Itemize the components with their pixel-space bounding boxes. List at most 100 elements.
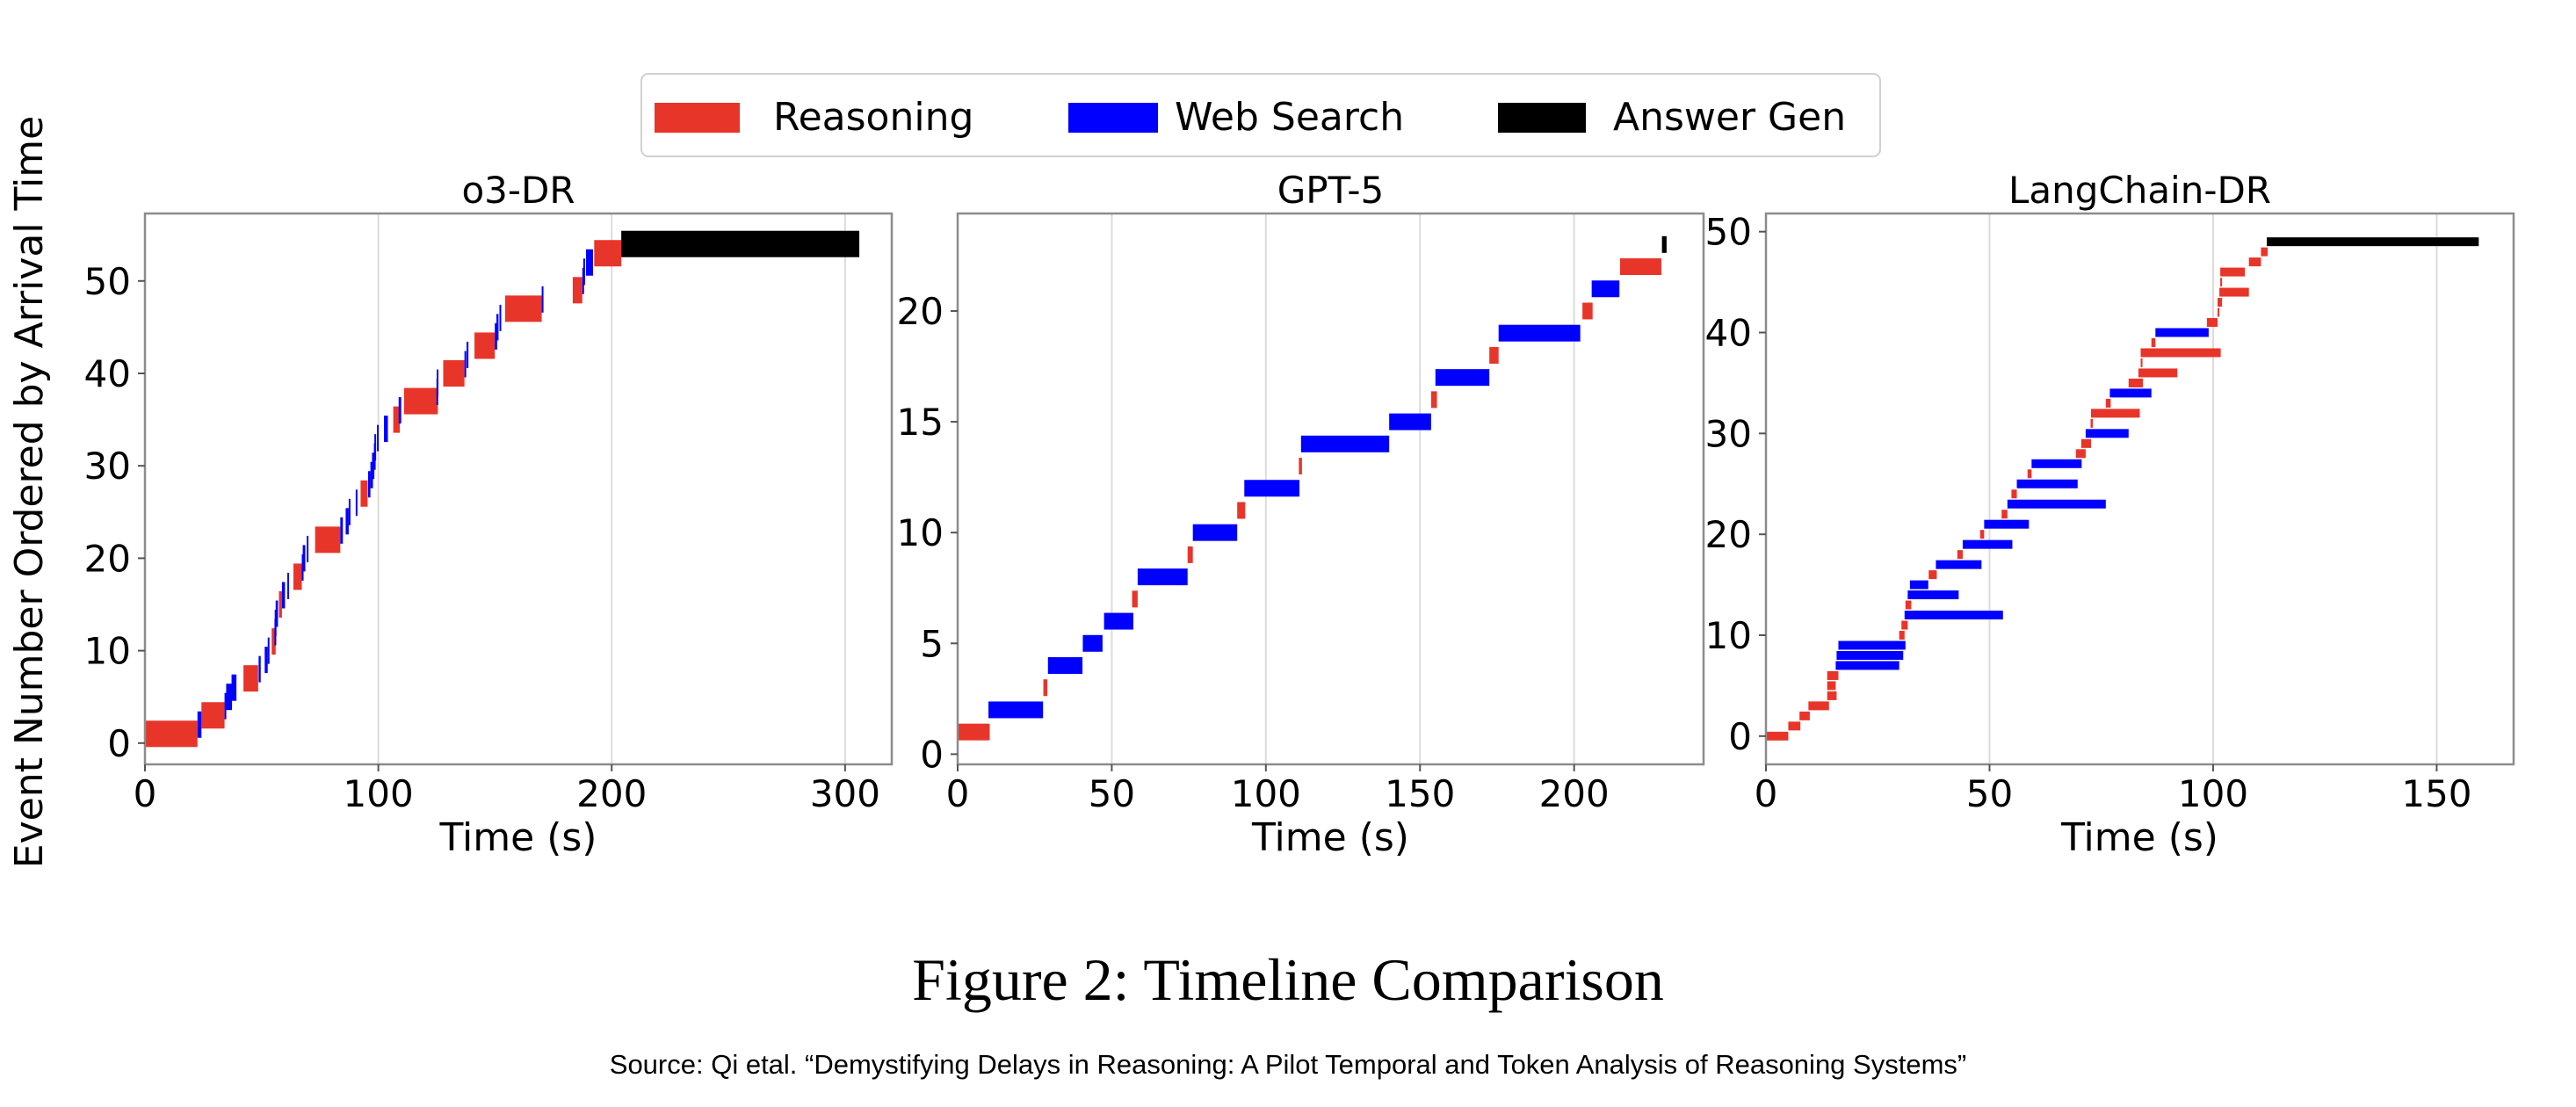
bar-reasoning [958, 723, 990, 741]
bar-reasoning [1901, 620, 1908, 630]
bar-web-search [370, 461, 373, 488]
bar-reasoning [2138, 368, 2178, 378]
bar-web-search [1835, 661, 1899, 670]
bar-reasoning [201, 702, 225, 729]
bar-web-search [302, 545, 306, 572]
bar-web-search [1962, 539, 2013, 549]
bar-web-search [258, 655, 261, 683]
bar-reasoning [2011, 489, 2017, 499]
bar-reasoning [1827, 681, 1836, 691]
legend-label-web-search: Web Search [1175, 95, 1404, 140]
x-tick-label: 200 [576, 772, 647, 815]
bar-reasoning [1979, 530, 1985, 539]
plot-frame [143, 212, 894, 766]
bar-reasoning [293, 563, 302, 590]
bar-reasoning [1788, 721, 1801, 731]
bar-reasoning [271, 628, 276, 655]
bar-reasoning [2261, 247, 2268, 257]
x-tick-label: 50 [1089, 772, 1135, 815]
y-tick-label: 10 [1705, 614, 1752, 657]
bar-web-search [340, 517, 344, 544]
bar-reasoning [572, 277, 582, 304]
bar-web-search [372, 452, 375, 480]
bar-answer-gen [2267, 237, 2479, 247]
panel-title: LangChain-DR [2008, 169, 2271, 212]
bar-reasoning [393, 406, 401, 433]
bar-web-search [377, 424, 380, 452]
bar-web-search [1984, 519, 2030, 529]
bar-reasoning [403, 387, 438, 415]
bar-reasoning [2220, 267, 2246, 277]
y-tick-label: 0 [107, 722, 131, 765]
bar-web-search [499, 304, 502, 331]
x-tick-label: 200 [1539, 772, 1610, 815]
y-tick-label: 20 [897, 290, 944, 333]
bar-reasoning [1799, 711, 1810, 720]
x-tick-label: 300 [810, 772, 880, 815]
bar-reasoning [2218, 308, 2220, 317]
bar-web-search [226, 684, 233, 711]
panel-title: o3-DR [461, 169, 575, 212]
bar-reasoning [1582, 302, 1593, 320]
bar-web-search [384, 416, 388, 443]
x-tick-label: 50 [1966, 772, 2013, 815]
y-tick-label: 40 [84, 352, 131, 395]
bar-web-search [1498, 324, 1581, 342]
bar-web-search [1103, 612, 1133, 630]
bar-reasoning [2248, 257, 2261, 267]
bar-web-search [1192, 524, 1238, 541]
bar-web-search [541, 286, 544, 313]
bar-reasoning [1187, 546, 1193, 563]
bar-web-search [496, 314, 499, 341]
plot-frame [1764, 212, 2515, 766]
bar-reasoning [1766, 731, 1789, 741]
bar-web-search [2007, 499, 2106, 509]
bar-web-search [1389, 413, 1431, 430]
legend-swatch-reasoning [655, 103, 740, 133]
legend: Reasoning Web Search Answer Gen [640, 73, 1881, 157]
y-tick-label: 20 [84, 537, 131, 580]
bar-answer-gen [1661, 235, 1667, 253]
bar-web-search [2016, 479, 2078, 488]
bar-web-search [224, 692, 227, 720]
bar-web-search [348, 498, 351, 525]
x-axis-label: Time (s) [439, 815, 597, 860]
bar-reasoning [243, 665, 258, 692]
bar-reasoning [2075, 449, 2086, 459]
x-tick-label: 100 [344, 772, 414, 815]
bar-web-search [495, 322, 497, 350]
bar-web-search [355, 489, 358, 517]
legend-label-answer-gen: Answer Gen [1613, 95, 1846, 140]
bar-web-search [437, 369, 439, 396]
bar-web-search [1909, 580, 1928, 590]
y-tick-label: 20 [1705, 513, 1752, 556]
y-tick-label: 50 [84, 260, 131, 303]
y-tick-label: 40 [1705, 312, 1752, 355]
y-tick-label: 5 [920, 622, 944, 665]
bar-web-search [1137, 568, 1188, 586]
bar-web-search [988, 701, 1044, 719]
x-tick-label: 100 [1231, 772, 1301, 815]
bar-reasoning [1132, 590, 1138, 608]
bar-web-search [1838, 640, 1906, 650]
bar-web-search [1907, 590, 1959, 600]
bar-web-search [231, 674, 237, 701]
bar-reasoning [1957, 550, 1963, 560]
bar-web-search [1936, 560, 1982, 569]
bar-reasoning [2090, 418, 2094, 428]
figure-caption: Figure 2: Timeline Comparison [912, 946, 1664, 1013]
bar-web-search [281, 582, 286, 609]
bar-web-search [345, 508, 349, 535]
bar-web-search [275, 600, 279, 627]
panel-o3-dr: 0 100 200 300 0 10 20 30 40 50 o3-DR Time (s) [84, 169, 894, 860]
bar-reasoning [1619, 258, 1661, 276]
legend-swatch-web-search [1068, 103, 1158, 133]
panel-title: GPT-5 [1277, 169, 1385, 212]
x-tick-label: 100 [2178, 772, 2248, 815]
y-tick-label: 0 [1728, 715, 1752, 758]
bar-reasoning [1299, 458, 1302, 475]
bar-web-search [1904, 611, 2003, 620]
bar-reasoning [1489, 346, 1499, 364]
bar-reasoning [145, 720, 198, 748]
